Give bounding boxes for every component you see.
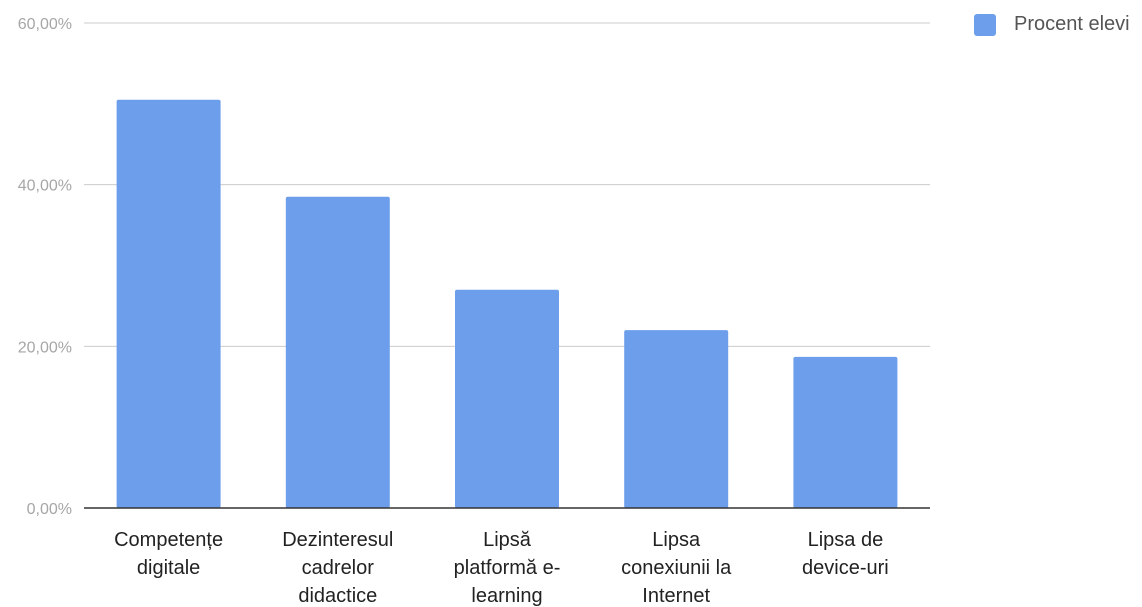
x-category-label: Lipsă platformă e-learning: [454, 529, 561, 607]
bar: [793, 356, 898, 508]
x-category-label-line: didactice: [298, 585, 377, 607]
x-category-label-line: conexiunii la: [621, 557, 732, 579]
x-category-label: Competențe digitale: [114, 529, 223, 579]
y-tick-label: 60,00%: [18, 16, 72, 33]
x-category-label-line: Lipsa de: [808, 529, 884, 551]
bars: [116, 99, 898, 509]
legend: Procent elevi: [974, 13, 1130, 36]
bar: [624, 330, 729, 508]
y-tick-label: 40,00%: [18, 178, 72, 195]
y-tick-label: 0,00%: [27, 501, 72, 518]
y-axis-tick-labels: 0,00% 20,00% 40,00% 60,00%: [18, 16, 72, 518]
x-category-label-line: Competențe: [114, 529, 223, 551]
x-category-label-line: device-uri: [802, 557, 889, 579]
x-category-label: Dezinteresul cadrelor didactice: [282, 529, 393, 607]
x-category-label-line: platformă e-: [454, 557, 561, 579]
x-category-label: Lipsa conexiunii la Internet: [621, 529, 732, 607]
x-category-label-line: Internet: [642, 585, 710, 607]
x-category-label: Lipsa de device-uri: [802, 529, 889, 579]
x-category-label-line: Lipsa: [652, 529, 701, 551]
x-category-label-line: Dezinteresul: [282, 529, 393, 551]
legend-label: Procent elevi: [1014, 13, 1130, 35]
x-category-label-line: digitale: [137, 557, 200, 579]
x-category-label-line: cadrelor: [302, 557, 375, 579]
bar: [455, 289, 559, 508]
x-axis-category-labels: Competențe digitale Dezinteresul cadrelor di…: [114, 529, 889, 607]
x-category-label-line: Lipsă: [483, 529, 532, 551]
bar: [116, 99, 221, 509]
x-category-label-line: learning: [471, 585, 542, 607]
legend-swatch: [974, 13, 996, 36]
bar: [285, 196, 390, 508]
y-tick-label: 20,00%: [18, 339, 72, 356]
